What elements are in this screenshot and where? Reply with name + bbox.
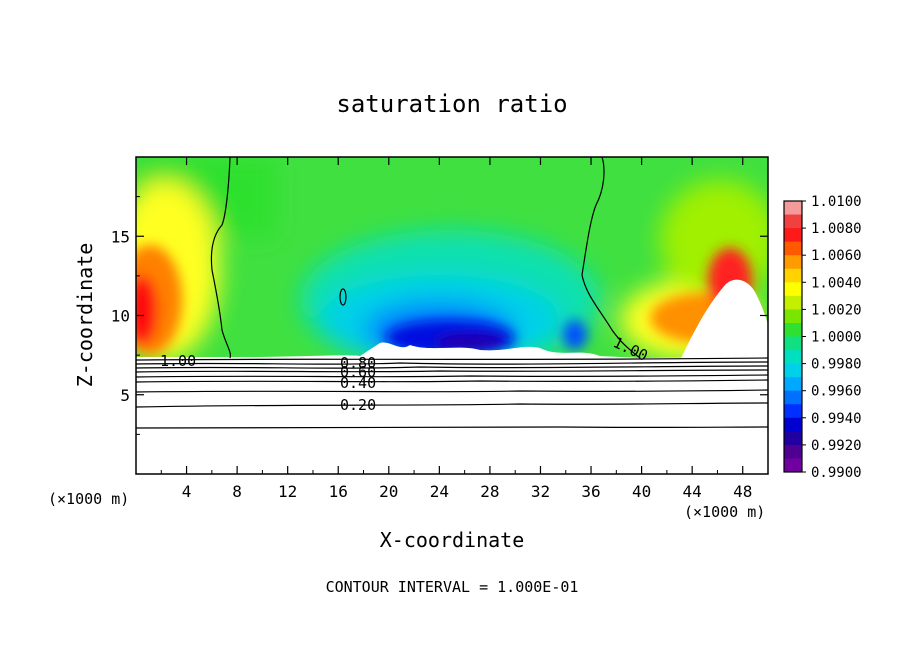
colorbar-swatch xyxy=(784,282,802,297)
chart-title: saturation ratio xyxy=(336,90,567,118)
field-red-left xyxy=(136,275,158,345)
field-navy-core xyxy=(435,334,505,350)
x-tick-label: 40 xyxy=(632,482,651,501)
colorbar-label: 0.9900 xyxy=(811,465,862,481)
x-tick-label: 36 xyxy=(581,482,600,501)
x-tick-label: 28 xyxy=(480,482,499,501)
contour-label-0.8: 0.80 xyxy=(340,354,376,372)
x-tick-label: 16 xyxy=(329,482,348,501)
contour-0.3 xyxy=(136,389,768,393)
x-axis-label: X-coordinate xyxy=(380,528,525,552)
colorbar-swatch xyxy=(784,444,802,459)
colorbar xyxy=(783,200,803,473)
contour-label-0.2: 0.20 xyxy=(340,396,376,414)
x-tick-label: 32 xyxy=(531,482,550,501)
colorbar-swatch xyxy=(784,458,802,473)
contour-level-1-left xyxy=(210,157,231,359)
colorbar-label: 0.9980 xyxy=(811,357,862,373)
colorbar-swatch xyxy=(784,201,802,216)
contour-0.9 xyxy=(136,357,768,361)
x-unit-label: (×1000 m) xyxy=(684,503,765,521)
contour-level-1-right xyxy=(581,157,641,359)
colorbar-swatch xyxy=(784,363,802,378)
colorbar-label: 1.0000 xyxy=(811,330,862,346)
y-axis-label: Z-coordinate xyxy=(73,243,97,388)
colorbar-swatch xyxy=(784,295,802,310)
colorbar-swatch xyxy=(784,377,802,392)
y-axis-ticks: 5 10 15 xyxy=(111,196,768,435)
x-tick-label: 48 xyxy=(733,482,752,501)
colorbar-labels: 1.0100 1.0080 1.0060 1.0040 1.0020 1.0000 0.99… xyxy=(802,194,862,481)
x-tick-label: 20 xyxy=(379,482,398,501)
contour-lines xyxy=(136,157,768,429)
colorbar-swatch xyxy=(784,309,802,324)
colorbar-swatch xyxy=(784,255,802,270)
contour-0.1 xyxy=(136,426,768,429)
x-tick-label: 4 xyxy=(182,482,192,501)
contour-0.2 xyxy=(136,402,768,408)
contour-label-left: 1.00 xyxy=(160,352,196,370)
colorbar-label: 1.0020 xyxy=(811,302,862,318)
x-tick-label: 24 xyxy=(430,482,449,501)
contour-label-0.6: 0.60 xyxy=(340,363,376,381)
colorbar-swatch xyxy=(784,404,802,419)
colorbar-swatch xyxy=(784,431,802,446)
colorbar-swatch xyxy=(784,350,802,365)
colorbar-label: 0.9940 xyxy=(811,411,862,427)
colorbar-swatch xyxy=(784,417,802,432)
colorbar-swatch xyxy=(784,228,802,243)
colorbar-label: 0.9920 xyxy=(811,438,862,454)
contour-label-group: 1.00 0.80 0.60 0.40 0.20 1.00 xyxy=(160,333,651,414)
contour-label-0.4: 0.40 xyxy=(340,374,376,392)
y-unit-label: (×1000 m) xyxy=(48,490,129,508)
colorbar-swatch xyxy=(784,214,802,229)
colorbar-label: 0.9960 xyxy=(811,384,862,400)
colorbar-swatch xyxy=(784,268,802,283)
colorbar-swatch xyxy=(784,322,802,337)
contour-0.6 xyxy=(136,369,768,373)
colorbar-swatch xyxy=(784,241,802,256)
colorbar-swatch xyxy=(784,336,802,351)
contour-interval-note: CONTOUR INTERVAL = 1.000E-01 xyxy=(326,578,579,596)
y-tick-label: 10 xyxy=(111,307,130,326)
boundary-layer-white xyxy=(136,342,768,474)
x-tick-label: 8 xyxy=(232,482,242,501)
x-tick-label: 12 xyxy=(278,482,297,501)
colorbar-swatch xyxy=(784,390,802,405)
x-axis-ticks: 4 8 12 16 20 24 28 32 36 40 44 48 xyxy=(160,157,752,501)
saturation-field xyxy=(136,157,768,474)
contour-level-1-closed xyxy=(339,288,347,306)
x-tick-label: 44 xyxy=(683,482,702,501)
colorbar-label: 1.0040 xyxy=(811,275,862,291)
white-region-right xyxy=(680,279,768,360)
colorbar-label: 1.0060 xyxy=(811,248,862,264)
contour-0.8 xyxy=(136,361,768,365)
colorbar-label: 1.0080 xyxy=(811,221,862,237)
field-blue-blob xyxy=(563,320,587,350)
colorbar-label: 1.0100 xyxy=(811,194,862,210)
contour-0.4 xyxy=(136,379,768,383)
contour-0.7 xyxy=(136,365,768,369)
y-tick-label: 15 xyxy=(111,227,130,246)
contour-0.5 xyxy=(136,374,768,378)
y-tick-label: 5 xyxy=(120,386,130,405)
